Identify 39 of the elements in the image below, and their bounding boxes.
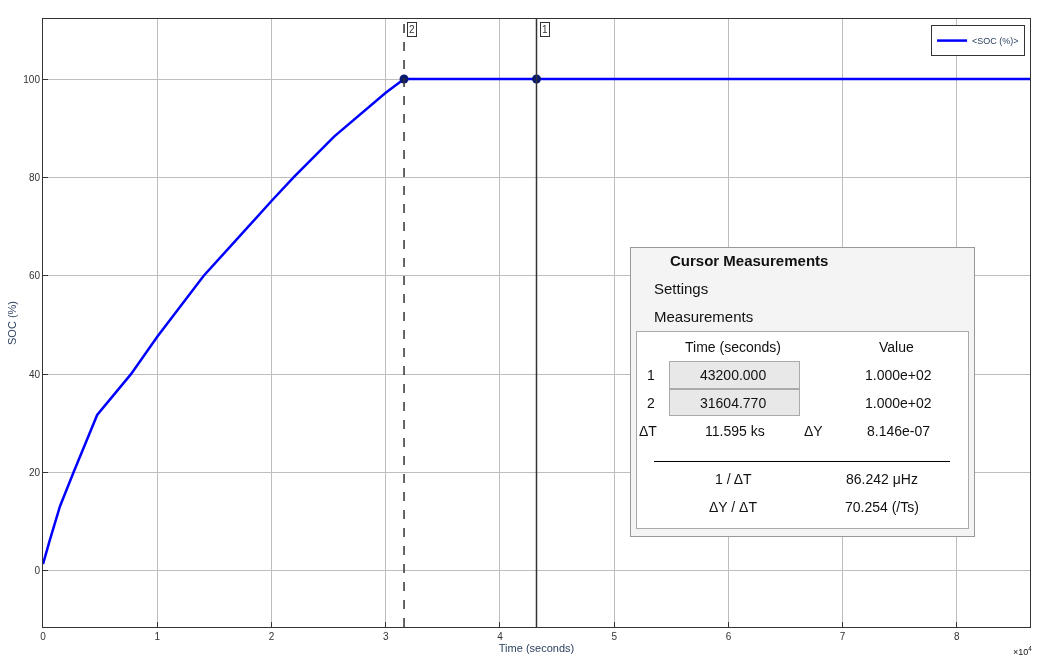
x-tick-label: 5 bbox=[611, 631, 618, 642]
annotation: 86.242 μHz bbox=[846, 471, 918, 487]
x-tick-label: 7 bbox=[839, 631, 846, 642]
annotation: 70.254 (/Ts) bbox=[845, 499, 919, 515]
x-tick-label: 2 bbox=[268, 631, 275, 642]
annotation: Cursor Measurements bbox=[670, 252, 829, 269]
annotation: ΔY / ΔT bbox=[709, 499, 758, 515]
y-tick-label: 40 bbox=[28, 368, 41, 380]
y-tick-label: 0 bbox=[34, 565, 41, 577]
annotation: 2 bbox=[647, 395, 655, 411]
y-axis-title: SOC (%) bbox=[5, 301, 18, 345]
text: ×10$^{4}$ bbox=[1013, 645, 1033, 657]
y-tick-label: 60 bbox=[28, 270, 41, 282]
y-tick-label: 100 bbox=[23, 73, 41, 85]
y-tick-label: 80 bbox=[28, 171, 41, 183]
annotation: Settings bbox=[654, 280, 709, 297]
annotation: 1.000e+02 bbox=[865, 367, 932, 383]
x-axis-title: Time (seconds) bbox=[498, 642, 575, 654]
annotation: 2 bbox=[409, 24, 415, 35]
annotation: 1 bbox=[542, 24, 548, 35]
annotation: Time (seconds) bbox=[685, 339, 781, 355]
annotation: 8.146e-07 bbox=[867, 423, 931, 439]
annotation: 43200.000 bbox=[700, 367, 767, 383]
y-tick-label: 20 bbox=[28, 467, 41, 479]
annotation: ΔY bbox=[804, 423, 824, 439]
annotation: 11.595 ks bbox=[705, 423, 765, 439]
annotation: 1 / ΔT bbox=[715, 471, 753, 487]
x-tick-label: 1 bbox=[154, 631, 161, 642]
annotation: 1.000e+02 bbox=[865, 395, 932, 411]
x-tick-label: 4 bbox=[497, 631, 504, 642]
annotation: Value bbox=[879, 339, 914, 355]
x-tick-label: 6 bbox=[725, 631, 732, 642]
annotation: 1 bbox=[647, 367, 655, 383]
annotation: Measurements bbox=[654, 308, 754, 325]
x-tick-label: 8 bbox=[954, 631, 961, 642]
legend-label: <SOC (%)> bbox=[972, 36, 1019, 47]
x-tick-label: 3 bbox=[382, 631, 389, 642]
annotation: ΔT bbox=[639, 423, 658, 439]
annotation: 31604.770 bbox=[700, 395, 767, 411]
